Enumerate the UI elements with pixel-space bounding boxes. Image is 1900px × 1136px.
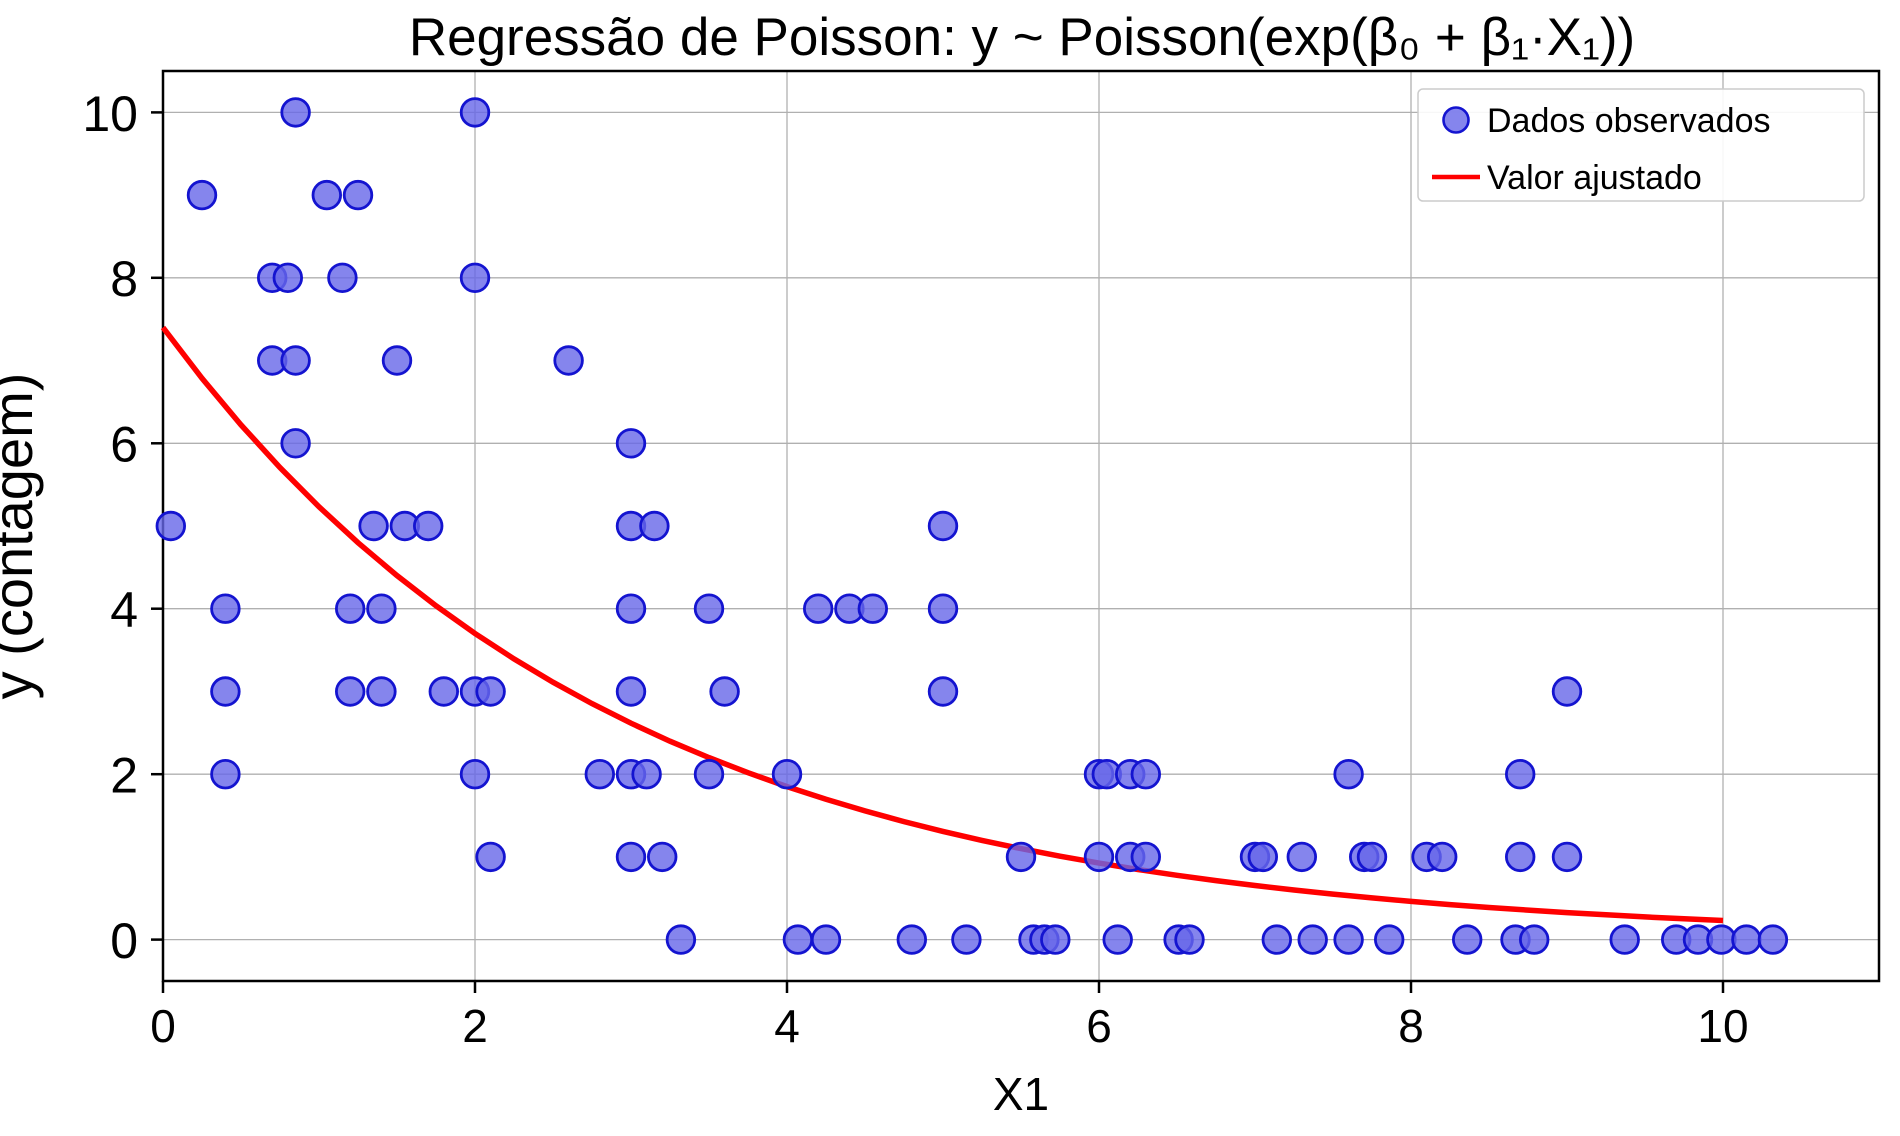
svg-text:Regressão de Poisson: y ~ Pois: Regressão de Poisson: y ~ Poisson(exp(β₀…: [409, 8, 1635, 67]
svg-text:2: 2: [462, 1000, 488, 1052]
svg-text:4: 4: [774, 1000, 800, 1052]
svg-text:10: 10: [1697, 1000, 1748, 1052]
svg-text:6: 6: [1086, 1000, 1112, 1052]
svg-text:8: 8: [110, 251, 138, 307]
svg-text:X1: X1: [993, 1068, 1049, 1120]
svg-text:10: 10: [82, 86, 138, 142]
svg-text:4: 4: [110, 582, 138, 638]
svg-text:8: 8: [1398, 1000, 1424, 1052]
svg-text:2: 2: [110, 748, 138, 804]
svg-text:Valor ajustado: Valor ajustado: [1487, 159, 1702, 197]
svg-text:6: 6: [110, 417, 138, 473]
svg-text:y (contagem): y (contagem): [0, 373, 44, 700]
svg-text:0: 0: [150, 1000, 176, 1052]
svg-text:Dados observados: Dados observados: [1487, 102, 1771, 140]
svg-text:0: 0: [110, 913, 138, 969]
